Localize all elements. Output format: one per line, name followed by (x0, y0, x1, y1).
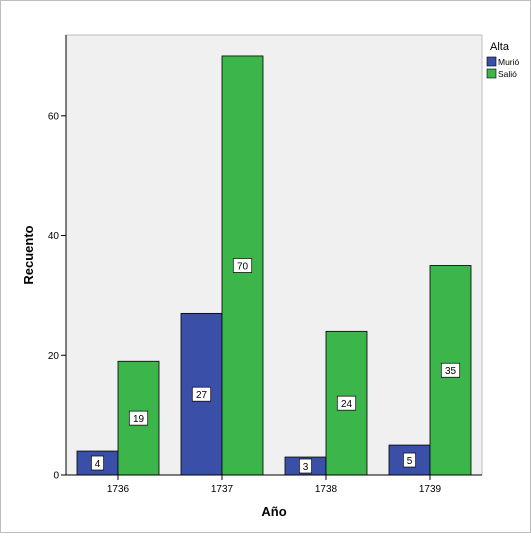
data-label-murio-1739: 5 (407, 456, 413, 467)
data-label-box-salio-1737 (232, 258, 253, 273)
data-label-murio-1737: 27 (196, 390, 208, 401)
legend-swatch-salio (486, 68, 497, 79)
data-label-murio-1738: 3 (303, 462, 309, 473)
data-label-box-murio-1738 (299, 458, 312, 474)
y-tick-label-0: 0 (53, 471, 59, 482)
x-axis-title: Año (261, 504, 286, 519)
y-axis-title: Recuento (21, 225, 36, 284)
data-label-salio-1736: 19 (133, 414, 145, 425)
data-label-box-murio-1739 (403, 452, 416, 468)
y-tick-label-60: 60 (48, 111, 60, 122)
x-tick-label-1739: 1739 (419, 484, 442, 495)
data-label-box-salio-1738 (336, 395, 357, 411)
data-label-salio-1739: 35 (445, 366, 457, 377)
legend-label-salio: Salió (498, 69, 517, 79)
data-label-salio-1738: 24 (341, 399, 353, 410)
x-tick-label-1737: 1737 (211, 484, 234, 495)
data-label-box-salio-1739 (440, 362, 461, 378)
data-label-box-murio-1736 (91, 455, 104, 471)
legend: Alta Murió Salió (486, 41, 520, 79)
data-label-box-salio-1736 (128, 410, 149, 426)
y-tick-label-20: 20 (48, 351, 60, 362)
legend-swatch-murio (486, 56, 497, 67)
legend-label-murio: Murió (498, 57, 520, 67)
data-label-salio-1737: 70 (237, 261, 249, 272)
x-tick-label-1738: 1738 (315, 484, 338, 495)
y-tick-label-40: 40 (48, 231, 60, 242)
data-label-box-murio-1737 (191, 386, 212, 402)
x-tick-label-1736: 1736 (107, 484, 130, 495)
legend-title: Alta (490, 41, 510, 53)
data-label-murio-1736: 4 (95, 459, 101, 470)
